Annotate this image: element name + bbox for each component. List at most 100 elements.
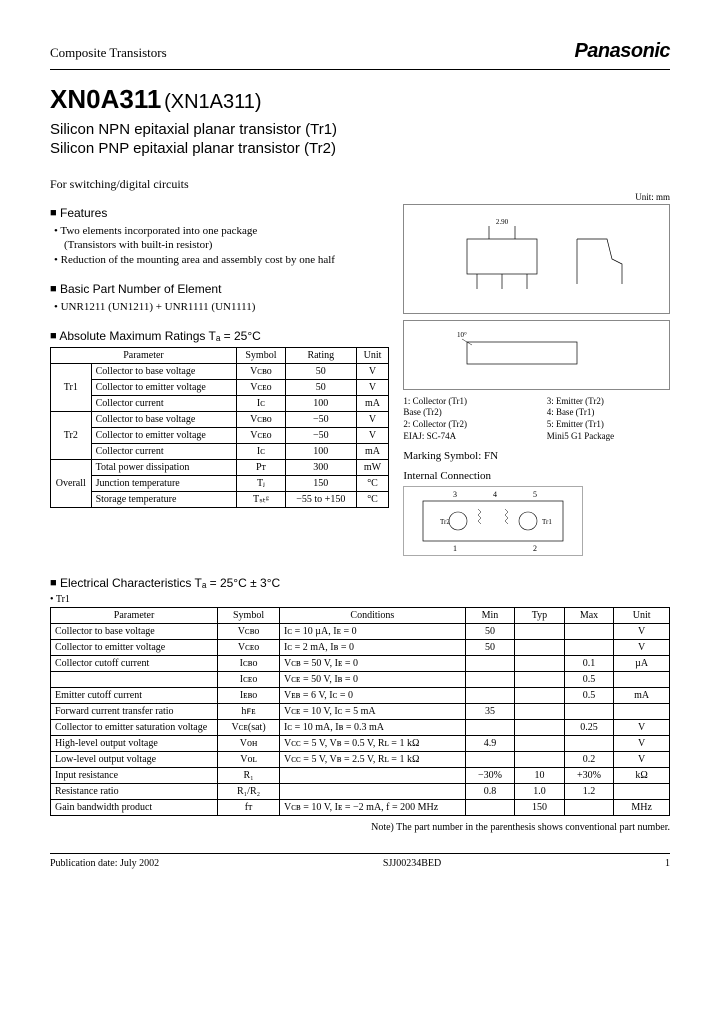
unit-cell: V [356,427,389,443]
conditions-cell: Vᴄᴄ = 5 V, Vʙ = 0.5 V, Rʟ = 1 kΩ [280,736,466,752]
typ-cell: 150 [515,800,565,816]
unit-note: Unit: mm [403,192,670,202]
symbol-cell: Tₛₜᵍ [236,491,285,507]
unit-cell: µA [614,656,670,672]
rating-cell: 50 [285,379,356,395]
footnote: Note) The part number in the parenthesis… [50,822,670,833]
symbol-cell: Iᴇʙᴏ [218,688,280,704]
symbol-cell: Vᴄʙᴏ [236,363,285,379]
unit-cell: MHz [614,800,670,816]
table-header-row: Parameter Symbol Conditions Min Typ Max … [51,608,670,624]
parameter-cell: Emitter cutoff current [51,688,218,704]
subtitle-line1: Silicon NPN epitaxial planar transistor … [50,121,670,140]
col-symbol: Symbol [236,347,285,363]
conditions-cell: Vᴄᴇ = 10 V, Iᴄ = 5 mA [280,704,466,720]
min-cell [465,656,515,672]
usage-line: For switching/digital circuits [50,177,670,192]
col-unit: Unit [614,608,670,624]
table-row: Collector to base voltageVᴄʙᴏIᴄ = 10 µA,… [51,624,670,640]
max-cell: 0.1 [564,656,614,672]
conditions-cell: Vᴄᴄ = 5 V, Vʙ = 2.5 V, Rʟ = 1 kΩ [280,752,466,768]
table-row: IᴄᴇᴏVᴄᴇ = 50 V, Iʙ = 00.5 [51,672,670,688]
table-header-row: Parameter Symbol Rating Unit [51,347,389,363]
pin-3: 3: Emitter (Tr2) [547,396,670,408]
typ-cell [515,752,565,768]
typ-cell [515,704,565,720]
package-side-diagram: 10° [403,320,670,390]
typ-cell [515,624,565,640]
unit-cell: V [614,624,670,640]
symbol-cell: hꜰᴇ [218,704,280,720]
conditions-cell: Iᴄ = 10 mA, Iʙ = 0.3 mA [280,720,466,736]
parameter-cell: Collector cutoff current [51,656,218,672]
basic-part-line: UNR1211 (UN1211) + UNR1111 (UN1111) [54,300,389,315]
min-cell: 35 [465,704,515,720]
svg-text:1: 1 [453,544,457,553]
parameter-cell: High-level output voltage [51,736,218,752]
parameter-cell [51,672,218,688]
title-block: XN0A311 (XN1A311) [50,84,670,115]
max-cell: 0.25 [564,720,614,736]
min-cell: 4.9 [465,736,515,752]
abs-max-table: Parameter Symbol Rating Unit Tr1Collecto… [50,347,389,508]
svg-text:10°: 10° [457,331,467,339]
pin-labels: 1: Collector (Tr1) Base (Tr2) 2: Collect… [403,396,670,443]
table-row: Tr1Collector to base voltageVᴄʙᴏ50V [51,363,389,379]
features-list: Two elements incorporated into one packa… [50,224,389,269]
col-unit: Unit [356,347,389,363]
typ-cell [515,736,565,752]
conditions-cell: Vᴇʙ = 6 V, Iᴄ = 0 [280,688,466,704]
eiaj-label: EIAJ: SC-74A [403,431,526,443]
symbol-cell: Vᴄᴇᴏ [218,640,280,656]
unit-cell: mW [356,459,389,475]
package-side-svg: 10° [447,327,627,382]
parameter-cell: Collector to base voltage [91,363,236,379]
group-cell: Tr1 [51,363,92,411]
col-parameter: Parameter [51,347,237,363]
min-cell [465,800,515,816]
feature-subtext: (Transistors with built-in resistor) [54,238,389,253]
parameter-cell: Collector to base voltage [51,624,218,640]
package-outline-diagram: 2.90 [403,204,670,314]
parameter-cell: Forward current transfer ratio [51,704,218,720]
conditions-cell [280,784,466,800]
parameter-cell: Collector to emitter voltage [51,640,218,656]
pin-5: 5: Emitter (Tr1) [547,419,670,431]
parameter-cell: Total power dissipation [91,459,236,475]
parameter-cell: Collector to emitter voltage [91,379,236,395]
min-cell [465,752,515,768]
basic-part-list: UNR1211 (UN1211) + UNR1111 (UN1111) [50,300,389,315]
unit-cell [614,672,670,688]
part-number-alt: (XN1A311) [164,91,261,113]
table-row: Collector cutoff currentIᴄʙᴏVᴄʙ = 50 V, … [51,656,670,672]
table-row: Low-level output voltageVᴏʟVᴄᴄ = 5 V, Vʙ… [51,752,670,768]
symbol-cell: Iᴄ [236,443,285,459]
typ-cell [515,656,565,672]
document-code: SJJ00234BED [383,858,441,869]
page-footer: Publication date: July 2002 SJJ00234BED … [50,853,670,869]
parameter-cell: Collector to base voltage [91,411,236,427]
typ-cell [515,720,565,736]
part-number-main: XN0A311 [50,84,161,114]
unit-cell: V [614,752,670,768]
parameter-cell: Input resistance [51,768,218,784]
publication-date: Publication date: July 2002 [50,858,159,869]
col-parameter: Parameter [51,608,218,624]
symbol-cell: Iᴄʙᴏ [218,656,280,672]
col-min: Min [465,608,515,624]
col-symbol: Symbol [218,608,280,624]
max-cell [564,800,614,816]
parameter-cell: Gain bandwidth product [51,800,218,816]
max-cell: 0.5 [564,672,614,688]
rating-cell: 150 [285,475,356,491]
unit-cell: V [614,640,670,656]
table-row: OverallTotal power dissipationPᴛ300mW [51,459,389,475]
svg-text:Tr2: Tr2 [440,518,450,526]
table-row: Collector to emitter voltageVᴄᴇᴏ50V [51,379,389,395]
elec-char-table: Parameter Symbol Conditions Min Typ Max … [50,607,670,816]
parameter-cell: Collector to emitter voltage [91,427,236,443]
abs-max-heading: ■ Absolute Maximum Ratings Tₐ = 25°C [50,329,389,343]
features-heading-text: Features [60,206,107,220]
max-cell: 0.5 [564,688,614,704]
symbol-cell: Vᴄᴇᴏ [236,379,285,395]
